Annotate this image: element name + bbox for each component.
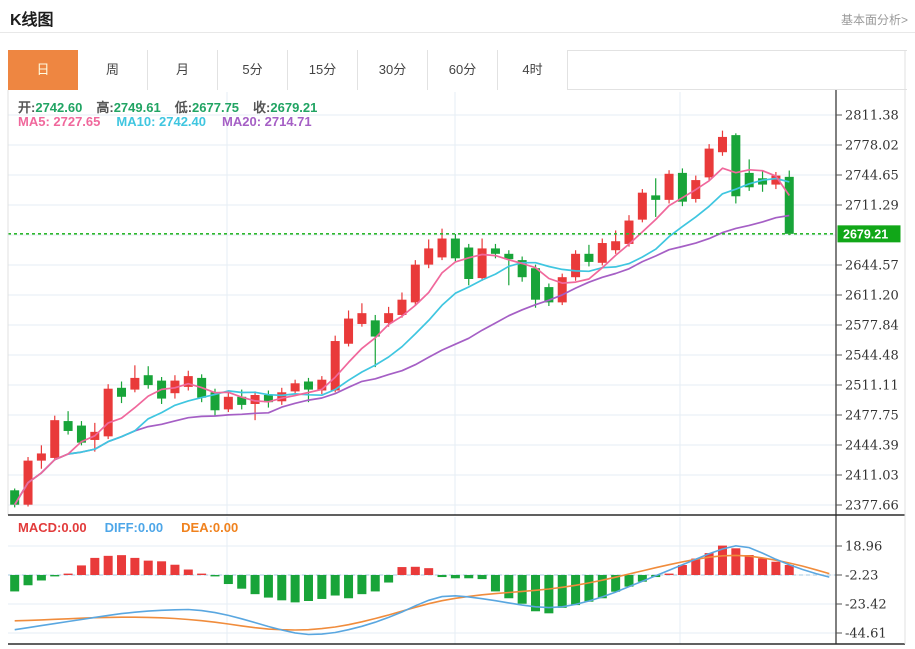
open-value: 2742.60 — [35, 100, 83, 115]
svg-text:-44.61: -44.61 — [845, 627, 887, 642]
high-label: 高: — [96, 100, 114, 115]
macd-value: MACD:0.00 — [18, 520, 87, 535]
svg-text:2644.57: 2644.57 — [845, 258, 899, 273]
tab-15min[interactable]: 15分 — [288, 50, 358, 90]
svg-text:2477.75: 2477.75 — [845, 408, 899, 423]
svg-text:2611.20: 2611.20 — [845, 289, 899, 304]
ma5-value: MA5: 2727.65 — [18, 114, 101, 129]
open-label: 开: — [18, 100, 36, 115]
tab-4hour[interactable]: 4时 — [498, 50, 568, 90]
tab-day[interactable]: 日 — [8, 50, 78, 90]
svg-text:2577.84: 2577.84 — [845, 318, 899, 333]
macd-readout: MACD:0.00 DIFF:0.00 DEA:0.00 — [18, 520, 238, 535]
svg-text:2778.02: 2778.02 — [845, 138, 899, 153]
ma20-value: MA20: 2714.71 — [222, 114, 312, 129]
tab-5min[interactable]: 5分 — [218, 50, 288, 90]
tab-month[interactable]: 月 — [148, 50, 218, 90]
ma10-value: MA10: 2742.40 — [116, 114, 207, 129]
svg-text:-2.23: -2.23 — [845, 569, 878, 584]
svg-text:2679.21: 2679.21 — [843, 227, 888, 241]
svg-text:2811.38: 2811.38 — [845, 109, 899, 124]
svg-text:2377.66: 2377.66 — [845, 499, 899, 514]
svg-text:2744.65: 2744.65 — [845, 169, 899, 184]
tab-60min[interactable]: 60分 — [428, 50, 498, 90]
interval-tabbar: 日 周 月 5分 15分 30分 60分 4时 — [8, 50, 568, 90]
current-price-label: 2679.21 — [837, 225, 901, 243]
ma-readout: MA5: 2727.65 MA10: 2742.40 MA20: 2714.71 — [18, 114, 312, 129]
svg-text:2711.29: 2711.29 — [845, 199, 899, 214]
low-value: 2677.75 — [192, 100, 240, 115]
low-label: 低: — [174, 100, 193, 115]
dea-value: DEA:0.00 — [181, 520, 239, 535]
close-value: 2679.21 — [270, 100, 318, 115]
macd-axis-labels: 18.96 -2.23 -23.42 -44.61 — [836, 539, 887, 642]
macd-histogram-layer — [8, 545, 836, 614]
header-divider — [0, 32, 915, 33]
svg-text:2544.48: 2544.48 — [845, 348, 899, 363]
svg-text:18.96: 18.96 — [845, 539, 882, 554]
page-title: K线图 — [10, 12, 54, 29]
macd-lines-layer — [14, 544, 830, 636]
diff-value: DIFF:0.00 — [104, 520, 164, 535]
close-label: 收: — [253, 100, 271, 115]
high-value: 2749.61 — [113, 100, 161, 115]
svg-text:2511.11: 2511.11 — [845, 379, 899, 394]
candles-layer — [10, 130, 794, 508]
fundamental-analysis-link[interactable]: 基本面分析> — [840, 13, 908, 27]
svg-text:2411.03: 2411.03 — [845, 468, 899, 483]
ma-lines-layer — [13, 167, 790, 506]
ohlc-readout: 开:2742.60 高:2749.61 低:2677.75 收:2679.21 — [18, 97, 331, 116]
chart-frame — [7, 50, 906, 645]
tab-30min[interactable]: 30分 — [358, 50, 428, 90]
price-axis-labels: 2811.38 2778.02 2744.65 2711.29 2644.57 2611.… — [836, 109, 899, 514]
svg-text:-23.42: -23.42 — [845, 598, 887, 613]
svg-text:2444.39: 2444.39 — [845, 438, 899, 453]
tab-week[interactable]: 周 — [78, 50, 148, 90]
